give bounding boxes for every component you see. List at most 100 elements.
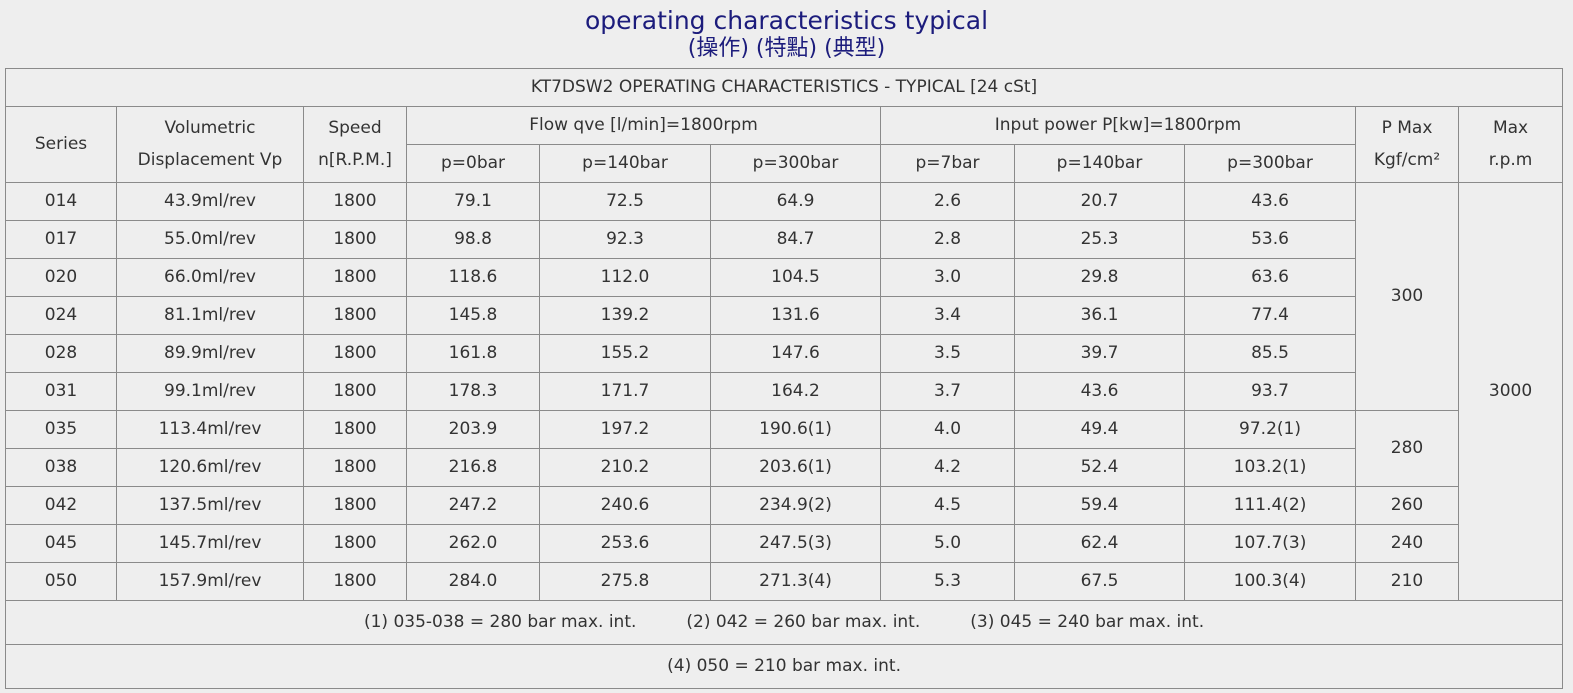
table-cell: 203.6(1) xyxy=(710,448,881,487)
table-cell: 024 xyxy=(5,296,117,335)
table-cell: 59.4 xyxy=(1014,486,1185,525)
table-cell: 104.5 xyxy=(710,258,881,297)
table-cell: 79.1 xyxy=(406,182,540,221)
table-cell: 3.5 xyxy=(880,334,1015,373)
table-row: 017 55.0ml/rev 1800 98.8 92.3 84.7 2.8 25.3 53.6 xyxy=(5,220,1563,259)
table-cell: 1800 xyxy=(303,562,407,601)
table-cell: 161.8 xyxy=(406,334,540,373)
table-row: 045 145.7ml/rev 1800 262.0 253.6 247.5(3) 5.0 6… xyxy=(5,524,1563,563)
table-cell: 63.6 xyxy=(1184,258,1356,297)
max-rpm-cell: 3000 xyxy=(1457,182,1564,601)
column-header: Max r.p.m xyxy=(1457,106,1564,183)
column-header-line: Volumetric xyxy=(164,118,256,139)
subtitle: (操作) (特點) (典型) xyxy=(687,36,886,61)
table-cell: 042 xyxy=(5,486,117,525)
column-header: Volumetric Displacement Vp xyxy=(116,106,304,183)
column-header-line: Displacement Vp xyxy=(137,149,283,170)
table-cell: 035 xyxy=(5,410,117,449)
footnote-cell: (4) 050 = 210 bar max. int. xyxy=(4,644,1564,689)
table-cell: 216.8 xyxy=(406,448,540,487)
table-cell: 43.6 xyxy=(1184,182,1356,221)
table-row: (4) 050 = 210 bar max. int. xyxy=(4,644,1564,689)
table-cell: 39.7 xyxy=(1014,334,1185,373)
table-cell: 67.5 xyxy=(1014,562,1185,601)
table-cell: 5.0 xyxy=(880,524,1015,563)
sub-header: p=300bar xyxy=(1184,144,1356,183)
table-cell: 85.5 xyxy=(1184,334,1356,373)
sub-header: p=300bar xyxy=(710,144,881,183)
table-cell: 1800 xyxy=(303,334,407,373)
table-body: KT7DSW2 OPERATING CHARACTERISTICS - TYPI… xyxy=(4,68,1564,689)
table-row: 038 120.6ml/rev 1800 216.8 210.2 203.6(1) 4.2 5… xyxy=(5,448,1563,487)
table-cell: 028 xyxy=(5,334,117,373)
table-cell: 64.9 xyxy=(710,182,881,221)
table-cell: 017 xyxy=(5,220,117,259)
table-cell: 157.9ml/rev xyxy=(116,562,304,601)
table-row: Series Volumetric Displacement Vp Speed n[R.… xyxy=(5,106,1564,183)
p-max-cell: 300 xyxy=(1355,182,1459,411)
table-row: p=0bar p=140bar p=300bar p=7bar p=140bar p=30… xyxy=(6,144,1563,183)
sub-header: p=0bar xyxy=(406,144,540,183)
table-cell: 190.6(1) xyxy=(710,410,881,449)
table-cell: 4.5 xyxy=(880,486,1015,525)
table-cell: 111.4(2) xyxy=(1184,486,1356,525)
footnote: (1) 035-038 = 280 bar max. int. xyxy=(363,611,637,632)
column-header-line: r.p.m xyxy=(1488,149,1533,170)
table-cell: 145.7ml/rev xyxy=(116,524,304,563)
table-row: 014 43.9ml/rev 1800 79.1 72.5 64.9 2.6 20.7 43.6… xyxy=(5,182,1564,601)
p-max-cell: 280 xyxy=(1355,410,1459,487)
p-max-cell: 260 xyxy=(1355,486,1459,525)
table-cell: 247.2 xyxy=(406,486,540,525)
table-cell: 171.7 xyxy=(539,372,711,411)
table-cell: 84.7 xyxy=(710,220,881,259)
table-cell: 97.2(1) xyxy=(1184,410,1356,449)
table-cell: 2.6 xyxy=(880,182,1015,221)
table-cell: 145.8 xyxy=(406,296,540,335)
table-cell: 155.2 xyxy=(539,334,711,373)
table-cell: 52.4 xyxy=(1014,448,1185,487)
table-row: 020 66.0ml/rev 1800 118.6 112.0 104.5 3.0 29.8 6… xyxy=(5,258,1563,297)
table-cell: 103.2(1) xyxy=(1184,448,1356,487)
table-cell: 203.9 xyxy=(406,410,540,449)
table-row: (1) 035-038 = 280 bar max. int. (2) 042 =… xyxy=(4,600,1564,645)
table-cell: 3.0 xyxy=(880,258,1015,297)
table-cell: 43.9ml/rev xyxy=(116,182,304,221)
table-cell: 118.6 xyxy=(406,258,540,297)
table-cell: 77.4 xyxy=(1184,296,1356,335)
table-cell: 1800 xyxy=(303,410,407,449)
table-cell: 1800 xyxy=(303,182,407,221)
table-cell: 014 xyxy=(5,182,117,221)
sub-header: p=140bar xyxy=(539,144,711,183)
table-cell: 178.3 xyxy=(406,372,540,411)
column-header-line: n[R.P.M.] xyxy=(318,149,392,170)
table-cell: 197.2 xyxy=(539,410,711,449)
table-cell: 62.4 xyxy=(1014,524,1185,563)
title: operating characteristics typical xyxy=(584,6,989,35)
table-row: 042 137.5ml/rev 1800 247.2 240.6 234.9(2) 4.5 5… xyxy=(5,486,1563,525)
table-cell: 113.4ml/rev xyxy=(116,410,304,449)
table-cell: 72.5 xyxy=(539,182,711,221)
table-cell: 4.0 xyxy=(880,410,1015,449)
table-cell: 99.1ml/rev xyxy=(116,372,304,411)
table-cell: 031 xyxy=(5,372,117,411)
table-cell: 1800 xyxy=(303,296,407,335)
table-cell: 020 xyxy=(5,258,117,297)
table-cell: 53.6 xyxy=(1184,220,1356,259)
footnote: (4) 050 = 210 bar max. int. xyxy=(667,655,901,676)
table-cell: 20.7 xyxy=(1014,182,1185,221)
table-cell: 1800 xyxy=(303,258,407,297)
footnote: (2) 042 = 260 bar max. int. xyxy=(686,611,921,632)
table-cell: 240.6 xyxy=(539,486,711,525)
table-cell: 253.6 xyxy=(539,524,711,563)
table-cell: 4.2 xyxy=(880,448,1015,487)
table-cell: 89.9ml/rev xyxy=(116,334,304,373)
table-row: 050 157.9ml/rev 1800 284.0 275.8 271.3(4) 5.3 6… xyxy=(5,562,1563,601)
table-cell: 1800 xyxy=(303,448,407,487)
table-row: 024 81.1ml/rev 1800 145.8 139.2 131.6 3.4 36.1 7… xyxy=(5,296,1563,335)
column-header: Input power P[kw]=1800rpm xyxy=(880,106,1356,145)
table-cell: 120.6ml/rev xyxy=(116,448,304,487)
table-cell: 43.6 xyxy=(1014,372,1185,411)
table-cell: 3.7 xyxy=(880,372,1015,411)
table-cell: 045 xyxy=(5,524,117,563)
